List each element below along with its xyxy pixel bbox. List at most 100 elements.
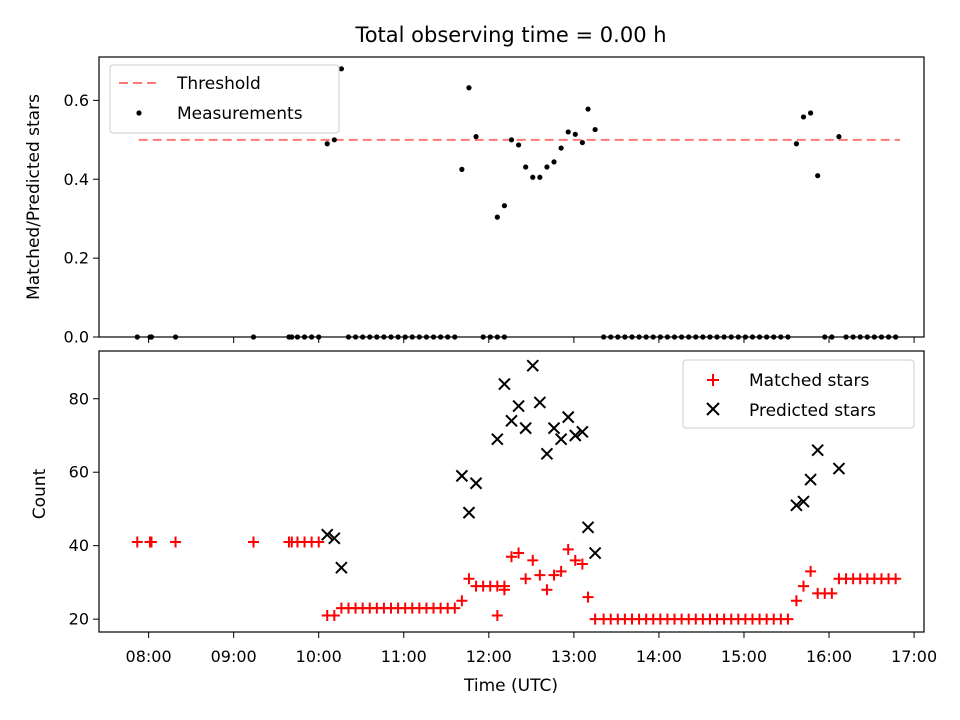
matched-star-marker [145,536,157,548]
x-tick-label: 09:00 [211,647,257,666]
measurement-point [565,129,571,135]
predicted-star-marker [540,447,554,461]
measurement-point [459,166,465,172]
matched-star-marker [555,565,567,577]
predicted-star-marker [519,421,532,435]
predicted-star-marker [797,495,810,508]
top-y-tick-label: 0.2 [64,249,89,268]
matched-star-marker [328,609,340,621]
measurement-point [537,174,543,180]
measurement-point [331,137,337,143]
matched-star-marker [569,554,581,566]
matched-star-marker [456,595,468,607]
bottom-y-axis-label: Count [30,468,50,519]
bottom-axes: 20 40 60 80 08:00 09:00 10:00 11:00 12:00 13:00 1… [30,350,937,696]
legend-matched-label: Matched stars [749,371,869,391]
x-tick-label: 08:00 [126,647,172,666]
matched-star-marker [798,580,810,592]
top-y-tick-label: 0.4 [64,170,89,189]
measurement-point [836,134,842,140]
measurement-point [473,134,479,140]
x-tick-label: 12:00 [466,647,512,666]
predicted-star-marker [581,521,595,534]
top-legend-box [109,64,340,134]
predicted-star-marker [455,469,469,483]
matched-star-marker [248,536,260,548]
predicted-star-marker [469,477,483,490]
predicted-star-marker [321,528,334,541]
predicted-star-marker [512,399,525,413]
measurement-point [501,203,508,209]
top-legend: Threshold Measurements [109,64,340,134]
measurement-point [530,174,536,180]
bottom-y-tick-label: 40 [69,536,89,555]
matched-star-marker [805,565,817,577]
predicted-star-marker [462,506,476,519]
legend-measurements-swatch [136,110,142,116]
measurement-point [572,131,578,137]
measurement-point [585,106,591,112]
x-tick-label: 13:00 [551,647,597,666]
measurement-point [466,85,472,91]
predicted-star-marker [569,429,582,442]
legend-threshold-label: Threshold [176,74,261,94]
measurement-point [523,164,529,170]
matched-star-marker [513,547,525,559]
matched-star-marker [534,569,546,581]
predicted-star-marker [554,432,568,446]
top-axes-frame [98,56,925,338]
bottom-y-tick-label: 20 [69,610,89,629]
predicted-star-marker [335,561,348,574]
measurement-point [551,159,557,165]
matched-star-marker [313,536,325,548]
measurement-point [544,164,550,170]
top-y-tick-label: 0.0 [64,328,89,347]
x-tick-label: 16:00 [806,647,852,666]
matched-star-marker [562,543,574,555]
matched-star-marker [548,569,560,581]
matched-star-marker [782,613,794,625]
matched-star-marker [491,609,503,621]
top-axes: 0.0 0.2 0.4 0.6 Matched/Predicted stars Thr… [24,56,925,347]
predicted-star-marker [498,377,511,391]
matched-stars-points [131,536,902,625]
top-x-ticks [148,337,915,343]
x-tick-label: 15:00 [721,647,767,666]
measurement-point [494,214,500,220]
matched-star-marker [527,554,539,566]
matched-star-marker [170,536,182,548]
measurement-point [807,110,814,116]
predicted-stars-points [321,359,846,574]
matched-star-marker [498,584,510,596]
measurement-point [592,126,598,133]
matched-star-marker [463,573,475,585]
legend-predicted-swatch [706,402,720,416]
x-tick-label: 14:00 [636,647,682,666]
matched-star-marker [131,536,143,548]
matched-star-marker [541,584,553,596]
predicted-star-marker [526,359,539,372]
legend-matched-swatch [707,374,719,386]
predicted-star-marker [588,546,602,560]
top-y-ticks: 0.0 0.2 0.4 0.6 [64,91,99,347]
matched-star-marker [826,587,838,599]
measurement-point [815,173,821,179]
matched-star-marker [576,558,588,570]
bottom-axes-frame [98,350,925,633]
predicted-star-marker [811,443,824,457]
predicted-star-marker [328,532,341,545]
chart-title: Total observing time = 0.00 h [354,23,666,47]
measurement-point [800,114,807,120]
bottom-legend-box [682,359,915,429]
matched-star-marker [790,595,802,607]
matched-star-marker [890,573,902,585]
measurement-point [558,145,564,151]
predicted-star-marker [533,396,547,409]
measurement-point [793,141,800,147]
matched-star-marker [582,591,594,603]
predicted-star-marker [832,462,846,475]
matched-star-marker [520,573,532,585]
measurement-point [579,139,585,146]
top-y-axis-label: Matched/Predicted stars [24,94,44,300]
